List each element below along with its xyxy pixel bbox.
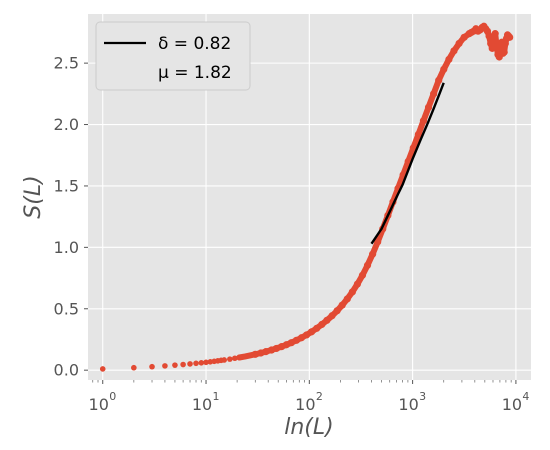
data-point [203, 359, 209, 366]
x-tick-label-exponent: 2 [316, 390, 323, 403]
data-point [193, 360, 199, 367]
points-layer [99, 22, 514, 372]
minor-tick-layer [84, 62, 517, 384]
y-tick-label: 1.5 [54, 176, 79, 195]
line-layer [370, 82, 445, 245]
legend-entry-2: μ = 1.82 [158, 63, 232, 83]
x-tick-label-exponent: 0 [109, 390, 116, 403]
x-axis-label: ln(L) [284, 415, 333, 440]
grid-layer [88, 14, 531, 380]
data-point [180, 361, 186, 368]
y-axis-label: S(L) [21, 175, 46, 218]
x-tick-label-exponent: 4 [522, 390, 529, 403]
fit-line [370, 82, 445, 245]
x-tick-label: 10 [502, 395, 522, 414]
data-point [221, 357, 228, 363]
x-tick-label: 10 [398, 395, 418, 414]
x-tick-label: 10 [295, 395, 315, 414]
data-point [198, 360, 205, 366]
data-point [232, 355, 238, 362]
x-tick-label-exponent: 3 [419, 390, 426, 403]
tick-label-layer: 10 0 10 1 10 2 10 3 10 40.00.51.01.52.02.5 [54, 54, 530, 414]
data-curve [236, 23, 513, 361]
y-tick-label: 2.0 [54, 115, 79, 134]
data-point [162, 363, 168, 369]
data-point [149, 363, 155, 370]
data-point [187, 361, 193, 367]
data-point [227, 356, 233, 362]
legend-entry-1: δ = 0.82 [158, 34, 231, 54]
y-tick-label: 1.0 [54, 238, 79, 257]
y-tick-label: 2.5 [54, 54, 79, 73]
data-point [99, 366, 106, 372]
y-tick-label: 0.0 [54, 361, 79, 380]
x-tick-label: 10 [89, 395, 109, 414]
data-point [172, 362, 178, 368]
x-tick-label-exponent: 1 [213, 390, 220, 403]
x-tick-label: 10 [192, 395, 212, 414]
y-tick-label: 0.5 [54, 299, 79, 318]
data-point [131, 364, 137, 371]
legend-box [95, 21, 251, 91]
legend: δ = 0.82 μ = 1.82 [95, 21, 251, 91]
